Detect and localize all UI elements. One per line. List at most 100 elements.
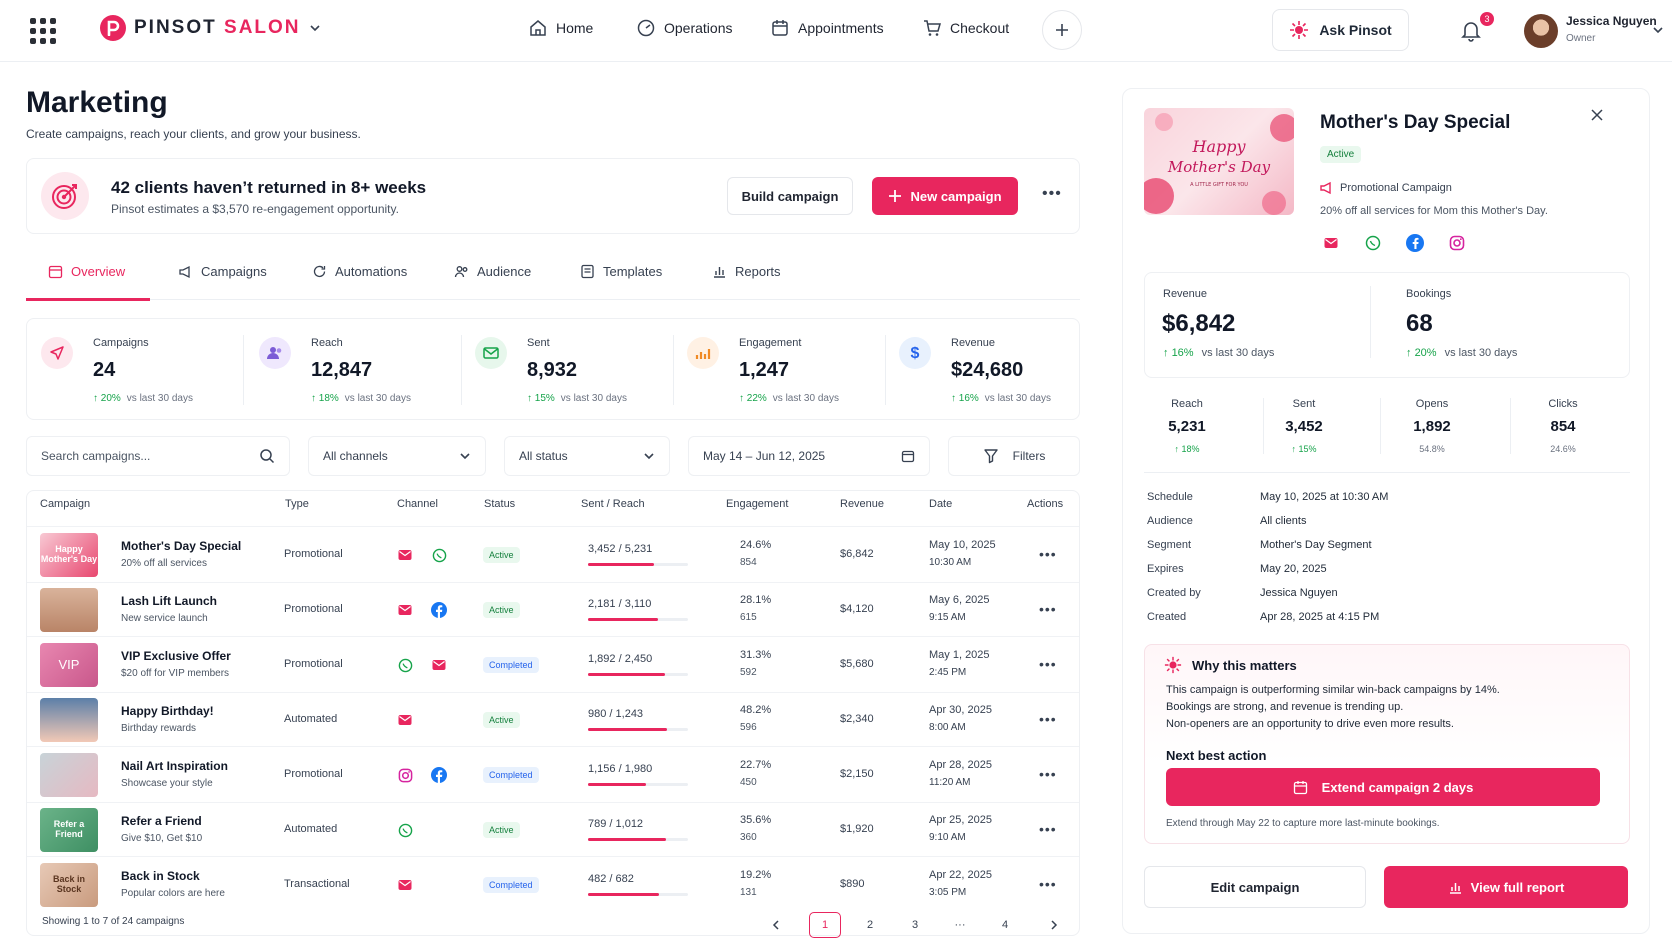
prev-page-button[interactable]: [760, 912, 792, 938]
row-actions-button[interactable]: •••: [1039, 546, 1057, 562]
filters-button[interactable]: Filters: [948, 436, 1080, 476]
campaign-name[interactable]: Refer a Friend: [121, 814, 202, 828]
engagement-rate: 22.7%: [740, 759, 772, 771]
search-input[interactable]: Search campaigns...: [26, 436, 290, 476]
table-row[interactable]: VIP VIP Exclusive Offer $20 off for VIP me…: [27, 636, 1079, 692]
row-actions-button[interactable]: •••: [1039, 821, 1057, 837]
campaign-name[interactable]: Lash Lift Launch: [121, 594, 217, 608]
tab-audience[interactable]: Audience: [454, 264, 531, 279]
col-header-type[interactable]: Type: [285, 498, 309, 510]
detail-label: Schedule: [1147, 491, 1193, 503]
col-header-engagement[interactable]: Engagement: [726, 498, 789, 510]
date-range-value: May 14 – Jun 12, 2025: [703, 449, 826, 463]
sent-progress-fill: [588, 783, 646, 786]
search-icon[interactable]: [259, 448, 275, 464]
tab-reports[interactable]: Reports: [712, 264, 781, 279]
page-2-button[interactable]: 2: [866, 919, 874, 931]
page-title: Marketing: [26, 86, 168, 119]
tab-overview[interactable]: Overview: [48, 264, 125, 279]
chevron-right-icon: [1051, 920, 1058, 930]
table-row[interactable]: Back in Stock Back in Stock Popular colors…: [27, 856, 1079, 912]
page-3-button[interactable]: 3: [911, 919, 919, 931]
notifications-button[interactable]: [1460, 18, 1482, 42]
nav-checkout[interactable]: Checkout: [922, 18, 1009, 38]
col-header-revenue[interactable]: Revenue: [840, 498, 885, 510]
mail-icon: [431, 657, 447, 673]
brand-switcher[interactable]: PINSOT SALON: [100, 15, 321, 41]
col-header-channel[interactable]: Channel: [397, 498, 438, 510]
user-name[interactable]: Jessica Nguyen: [1566, 14, 1657, 28]
app-grid-icon[interactable]: [30, 18, 56, 44]
mail-icon: [397, 547, 413, 563]
facebook-icon: [1406, 234, 1424, 252]
col-header-sent-reach[interactable]: Sent / Reach: [581, 498, 645, 510]
table-row[interactable]: Refer a Friend Refer a Friend Give $10, Ge…: [27, 802, 1079, 856]
stat-value: 12,847: [311, 359, 373, 381]
stat-value: 24: [93, 359, 116, 381]
date-range-picker[interactable]: May 14 – Jun 12, 2025: [688, 436, 930, 476]
col-header-date[interactable]: Date: [929, 498, 953, 510]
campaign-type: Automated: [284, 823, 338, 835]
row-actions-button[interactable]: •••: [1039, 876, 1057, 892]
table-row[interactable]: Happy Birthday! Birthday rewards Automated…: [27, 692, 1079, 746]
tab-audience-label: Audience: [477, 264, 532, 279]
tab-automations[interactable]: Automations: [312, 264, 407, 279]
campaign-time: 11:20 AM: [929, 777, 971, 788]
stat-reach: Reach 12,847 ↑ 18% vs last 30 days: [245, 319, 459, 419]
channel-select[interactable]: All channels: [308, 436, 486, 476]
row-actions-button[interactable]: •••: [1039, 656, 1057, 672]
build-campaign-button[interactable]: Build campaign: [727, 177, 853, 215]
table-row[interactable]: Lash Lift Launch New service launch Promot…: [27, 582, 1079, 636]
nav-appointments-label: Appointments: [798, 20, 884, 36]
ask-pinsot-button[interactable]: Ask Pinsot: [1272, 9, 1409, 51]
tab-templates[interactable]: Templates: [580, 264, 662, 279]
table-footer-count: Showing 1 to 7 of 24 campaigns: [42, 916, 185, 927]
sent-progress-bar: [588, 673, 688, 676]
banner-subtitle: Pinsot estimates a $3,570 re-engagement …: [111, 202, 399, 216]
opens-label: Opens: [1415, 398, 1449, 410]
sent-progress-bar: [588, 563, 688, 566]
col-header-campaign[interactable]: Campaign: [40, 498, 91, 510]
new-campaign-button[interactable]: New campaign: [872, 177, 1018, 215]
chevron-down-icon: [309, 25, 320, 32]
nav-appointments[interactable]: Appointments: [770, 18, 884, 38]
campaign-name[interactable]: Back in Stock: [121, 869, 200, 883]
table-row[interactable]: Nail Art Inspiration Showcase your style P…: [27, 746, 1079, 802]
detail-label: Segment: [1147, 539, 1192, 551]
status-select[interactable]: All status: [504, 436, 670, 476]
row-actions-button[interactable]: •••: [1039, 766, 1057, 782]
page-4-button[interactable]: 4: [1001, 919, 1009, 931]
chevron-down-icon[interactable]: [1652, 24, 1664, 36]
next-best-action-title: Next best action: [1166, 748, 1267, 763]
campaign-name[interactable]: Mother's Day Special: [121, 539, 242, 553]
bookings-value: 68: [1406, 310, 1433, 337]
avatar[interactable]: [1524, 14, 1558, 48]
col-header-status[interactable]: Status: [484, 498, 516, 510]
nav-operations[interactable]: Operations: [636, 18, 732, 38]
col-header-actions: Actions: [1027, 498, 1064, 510]
sent-reach-value: 980 / 1,243: [588, 708, 644, 720]
stat-value: 8,932: [527, 359, 578, 381]
view-full-report-button[interactable]: View full report: [1384, 866, 1628, 908]
extend-campaign-button[interactable]: Extend campaign 2 days: [1166, 768, 1600, 806]
why-this-matters-card: [1144, 644, 1630, 844]
table-row[interactable]: Happy Mother's Day Mother's Day Special 20…: [27, 526, 1079, 582]
chevron-down-icon: [644, 453, 654, 460]
row-actions-button[interactable]: •••: [1039, 711, 1057, 727]
campaign-name[interactable]: VIP Exclusive Offer: [121, 649, 231, 663]
page-1-button[interactable]: 1: [809, 912, 841, 938]
next-page-button[interactable]: [1038, 912, 1070, 938]
add-button[interactable]: [1042, 10, 1082, 50]
edit-campaign-button[interactable]: Edit campaign: [1144, 866, 1366, 908]
tab-campaigns[interactable]: Campaigns: [178, 264, 267, 279]
row-actions-button[interactable]: •••: [1039, 601, 1057, 617]
clicks-label: Clicks: [1548, 398, 1578, 410]
campaign-thumbnail: Happy Mother's Day: [40, 533, 98, 577]
sent-progress-bar: [588, 838, 688, 841]
banner-more-button[interactable]: •••: [1042, 185, 1062, 202]
nav-home[interactable]: Home: [528, 18, 593, 38]
close-icon[interactable]: [1590, 108, 1604, 122]
detail-label: Audience: [1147, 515, 1193, 527]
campaign-name[interactable]: Happy Birthday!: [121, 704, 214, 718]
campaign-name[interactable]: Nail Art Inspiration: [121, 759, 228, 773]
